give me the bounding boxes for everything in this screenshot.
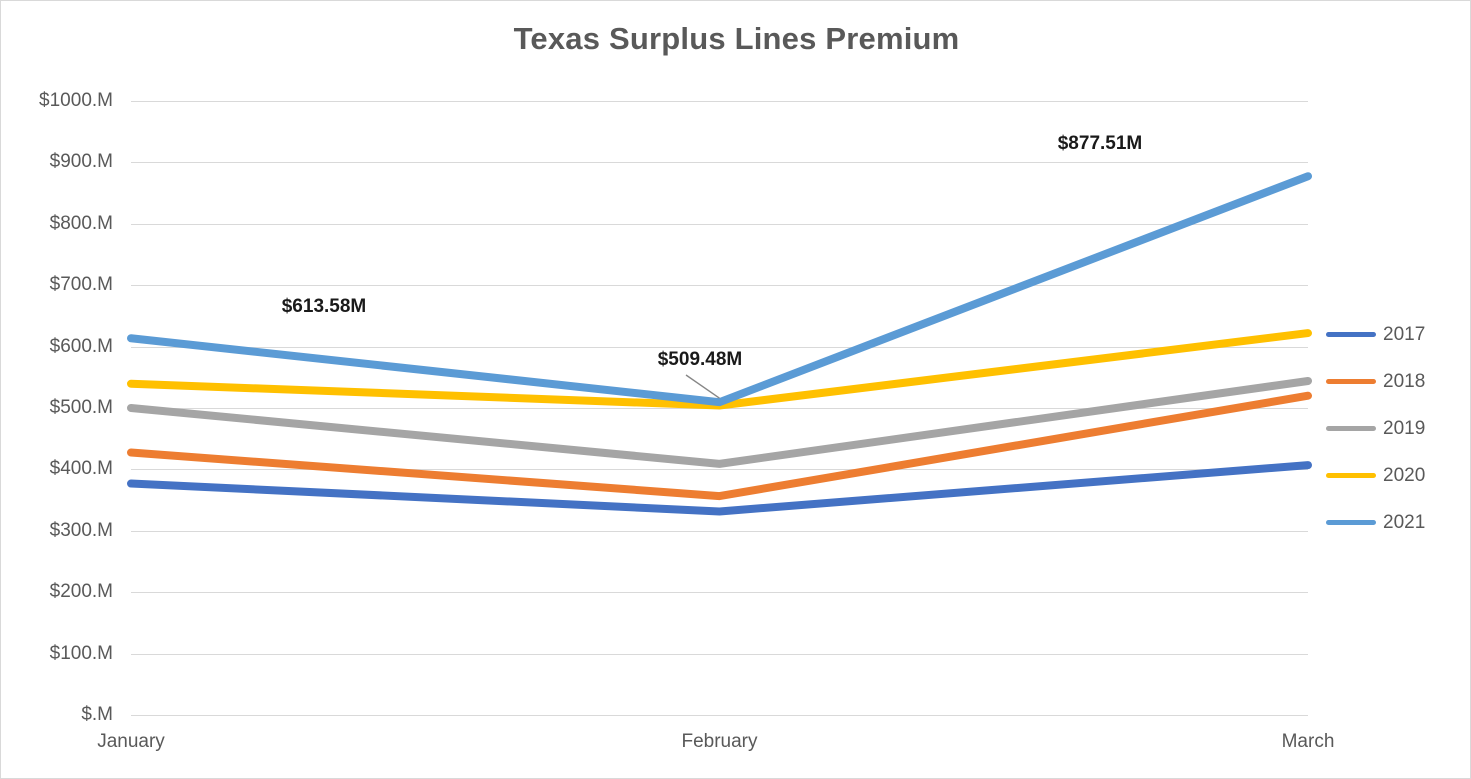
legend-item-2017[interactable]: 2017	[1326, 311, 1461, 358]
gridline	[131, 530, 1308, 532]
y-axis-tick-label: $700.M	[49, 274, 113, 296]
y-axis-tick-label: $900.M	[49, 151, 113, 173]
chart-legend: 2017 2018 2019 2020 2021	[1326, 311, 1461, 546]
legend-item-2019[interactable]: 2019	[1326, 405, 1461, 452]
gridline	[131, 223, 1308, 225]
legend-swatch-icon	[1326, 332, 1376, 337]
x-axis-labels: January February March	[97, 731, 1334, 761]
series-lines	[131, 101, 1308, 715]
y-axis-tick-label: $.M	[81, 704, 113, 725]
legend-swatch-icon	[1326, 520, 1376, 525]
y-axis-tick-label: $500.M	[49, 397, 113, 418]
gridline	[131, 162, 1308, 164]
y-axis-labels: $1000.M $900.M $800.M $700.M $600.M $500.M $40…	[1, 90, 113, 725]
legend-item-label: 2018	[1383, 371, 1426, 392]
chart-title: Texas Surplus Lines Premium	[513, 21, 960, 56]
legend-item-label: 2020	[1383, 465, 1426, 486]
series-line-2018	[131, 396, 1308, 496]
y-axis-tick-label: $600.M	[49, 335, 113, 357]
legend-item-2018[interactable]: 2018	[1326, 358, 1461, 405]
y-axis-tick-label: $300.M	[49, 519, 113, 541]
data-point-label: $877.51M	[1057, 133, 1143, 154]
gridline	[131, 346, 1308, 348]
gridline	[131, 653, 1308, 655]
gridline	[131, 715, 1308, 716]
legend-item-label: 2017	[1383, 324, 1426, 345]
gridline	[131, 592, 1308, 594]
plot-area	[131, 101, 1308, 716]
data-point-label: $613.58M	[281, 296, 367, 317]
series-line-2019	[131, 381, 1308, 464]
y-axis-tick-label: $100.M	[49, 642, 113, 664]
y-axis-tick-label: $800.M	[49, 212, 113, 234]
data-point-label: $509.48M	[657, 349, 743, 370]
x-axis-tick-label: February	[681, 731, 758, 752]
series-line-2017	[131, 465, 1308, 511]
series-line-2021	[131, 176, 1308, 402]
legend-swatch-icon	[1326, 379, 1376, 384]
x-axis-tick-label: March	[1281, 731, 1335, 752]
y-axis-tick-label: $1000.M	[39, 90, 113, 111]
legend-item-label: 2019	[1383, 418, 1426, 439]
legend-item-label: 2021	[1383, 512, 1426, 533]
legend-item-2021[interactable]: 2021	[1326, 499, 1461, 546]
y-axis-tick-label: $200.M	[49, 581, 113, 603]
y-axis-tick-label: $400.M	[49, 458, 113, 480]
legend-swatch-icon	[1326, 426, 1376, 431]
gridline	[131, 469, 1308, 471]
legend-item-2020[interactable]: 2020	[1326, 452, 1461, 499]
gridline	[131, 285, 1308, 287]
legend-swatch-icon	[1326, 473, 1376, 478]
gridline	[131, 101, 1308, 102]
x-axis-tick-label: January	[97, 731, 165, 752]
